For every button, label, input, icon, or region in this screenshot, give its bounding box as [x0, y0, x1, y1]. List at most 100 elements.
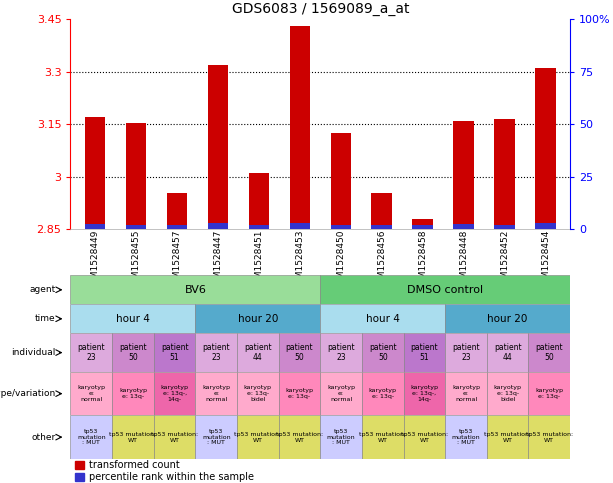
Bar: [289, 27, 310, 229]
Text: agent: agent: [29, 285, 55, 294]
Text: patient
50: patient 50: [536, 343, 563, 362]
Text: tp53
mutation
: MUT: tp53 mutation : MUT: [452, 429, 481, 445]
Bar: [279, 415, 321, 459]
Text: karyotyp
e: 13q-
bidel: karyotyp e: 13q- bidel: [244, 385, 272, 402]
Bar: [454, 224, 474, 229]
Bar: [154, 372, 196, 415]
Text: GSM1528458: GSM1528458: [418, 229, 427, 290]
Text: tp53 mutation:
WT: tp53 mutation: WT: [276, 432, 323, 442]
Text: percentile rank within the sample: percentile rank within the sample: [89, 472, 254, 482]
Bar: [528, 372, 570, 415]
Bar: [196, 333, 237, 372]
Bar: [279, 372, 321, 415]
Bar: [320, 304, 445, 333]
Text: patient
23: patient 23: [77, 343, 105, 362]
Bar: [126, 225, 147, 229]
Text: karyotyp
e: 13q-,
14q-: karyotyp e: 13q-, 14q-: [161, 385, 189, 402]
Bar: [445, 372, 487, 415]
Text: GSM1528448: GSM1528448: [459, 229, 468, 290]
Bar: [403, 333, 445, 372]
Text: GSM1528453: GSM1528453: [295, 229, 304, 290]
Text: karyotyp
e:
normal: karyotyp e: normal: [452, 385, 480, 402]
Bar: [413, 225, 433, 229]
Bar: [371, 193, 392, 229]
Bar: [167, 225, 187, 229]
Bar: [362, 415, 403, 459]
Bar: [70, 304, 196, 333]
Bar: [112, 415, 154, 459]
Text: GSM1528457: GSM1528457: [172, 229, 181, 290]
Bar: [494, 225, 515, 229]
Text: tp53 mutation:
WT: tp53 mutation: WT: [234, 432, 281, 442]
Text: DMSO control: DMSO control: [407, 285, 483, 295]
Bar: [70, 372, 112, 415]
Text: GSM1528452: GSM1528452: [500, 229, 509, 290]
Text: karyotyp
e: 13q-: karyotyp e: 13q-: [286, 388, 313, 399]
Text: individual: individual: [11, 348, 55, 357]
Bar: [362, 372, 403, 415]
Bar: [320, 415, 362, 459]
Text: GSM1528451: GSM1528451: [254, 229, 264, 290]
Text: tp53 mutation:
WT: tp53 mutation: WT: [526, 432, 573, 442]
Bar: [208, 223, 228, 229]
Bar: [320, 275, 570, 304]
Text: tp53
mutation
: MUT: tp53 mutation : MUT: [77, 429, 105, 445]
Text: karyotyp
e:
normal: karyotyp e: normal: [202, 385, 230, 402]
Text: GSM1528450: GSM1528450: [337, 229, 345, 290]
Text: patient
44: patient 44: [494, 343, 522, 362]
Text: tp53
mutation
: MUT: tp53 mutation : MUT: [202, 429, 230, 445]
Bar: [85, 117, 105, 229]
Text: karyotyp
e: 13q-: karyotyp e: 13q-: [119, 388, 147, 399]
Text: tp53 mutation:
WT: tp53 mutation: WT: [359, 432, 406, 442]
Bar: [445, 304, 570, 333]
Bar: [528, 415, 570, 459]
Bar: [279, 333, 321, 372]
Text: patient
50: patient 50: [286, 343, 313, 362]
Text: patient
50: patient 50: [369, 343, 397, 362]
Bar: [167, 193, 187, 229]
Bar: [70, 333, 112, 372]
Bar: [237, 333, 279, 372]
Bar: [196, 415, 237, 459]
Text: karyotyp
e: 13q-: karyotyp e: 13q-: [369, 388, 397, 399]
Bar: [445, 333, 487, 372]
Bar: [112, 333, 154, 372]
Text: transformed count: transformed count: [89, 460, 180, 470]
Text: other: other: [31, 433, 55, 441]
Text: GSM1528456: GSM1528456: [377, 229, 386, 290]
Text: tp53 mutation:
WT: tp53 mutation: WT: [109, 432, 156, 442]
Bar: [528, 333, 570, 372]
Text: patient
50: patient 50: [119, 343, 147, 362]
Text: GSM1528454: GSM1528454: [541, 229, 550, 290]
Bar: [362, 333, 403, 372]
Bar: [154, 415, 196, 459]
Bar: [112, 372, 154, 415]
Bar: [330, 133, 351, 229]
Text: tp53 mutation:
WT: tp53 mutation: WT: [484, 432, 531, 442]
Text: patient
51: patient 51: [411, 343, 438, 362]
Bar: [237, 415, 279, 459]
Text: patient
23: patient 23: [452, 343, 480, 362]
Text: hour 20: hour 20: [487, 314, 528, 324]
Text: hour 4: hour 4: [366, 314, 400, 324]
Bar: [403, 415, 445, 459]
Bar: [320, 372, 362, 415]
Bar: [70, 415, 112, 459]
Text: genotype/variation: genotype/variation: [0, 389, 55, 398]
Text: GSM1528449: GSM1528449: [91, 229, 99, 290]
Bar: [494, 119, 515, 229]
Bar: [85, 224, 105, 229]
Bar: [487, 372, 528, 415]
Bar: [196, 304, 320, 333]
Text: GSM1528455: GSM1528455: [132, 229, 140, 290]
Bar: [330, 225, 351, 229]
Bar: [371, 225, 392, 229]
Text: tp53 mutation:
WT: tp53 mutation: WT: [151, 432, 198, 442]
Bar: [320, 333, 362, 372]
Text: GSM1528447: GSM1528447: [213, 229, 223, 290]
Text: karyotyp
e: 13q-,
14q-: karyotyp e: 13q-, 14q-: [410, 385, 438, 402]
Bar: [70, 275, 320, 304]
Text: patient
23: patient 23: [327, 343, 355, 362]
Bar: [196, 372, 237, 415]
Text: karyotyp
e: 13q-
bidel: karyotyp e: 13q- bidel: [493, 385, 522, 402]
